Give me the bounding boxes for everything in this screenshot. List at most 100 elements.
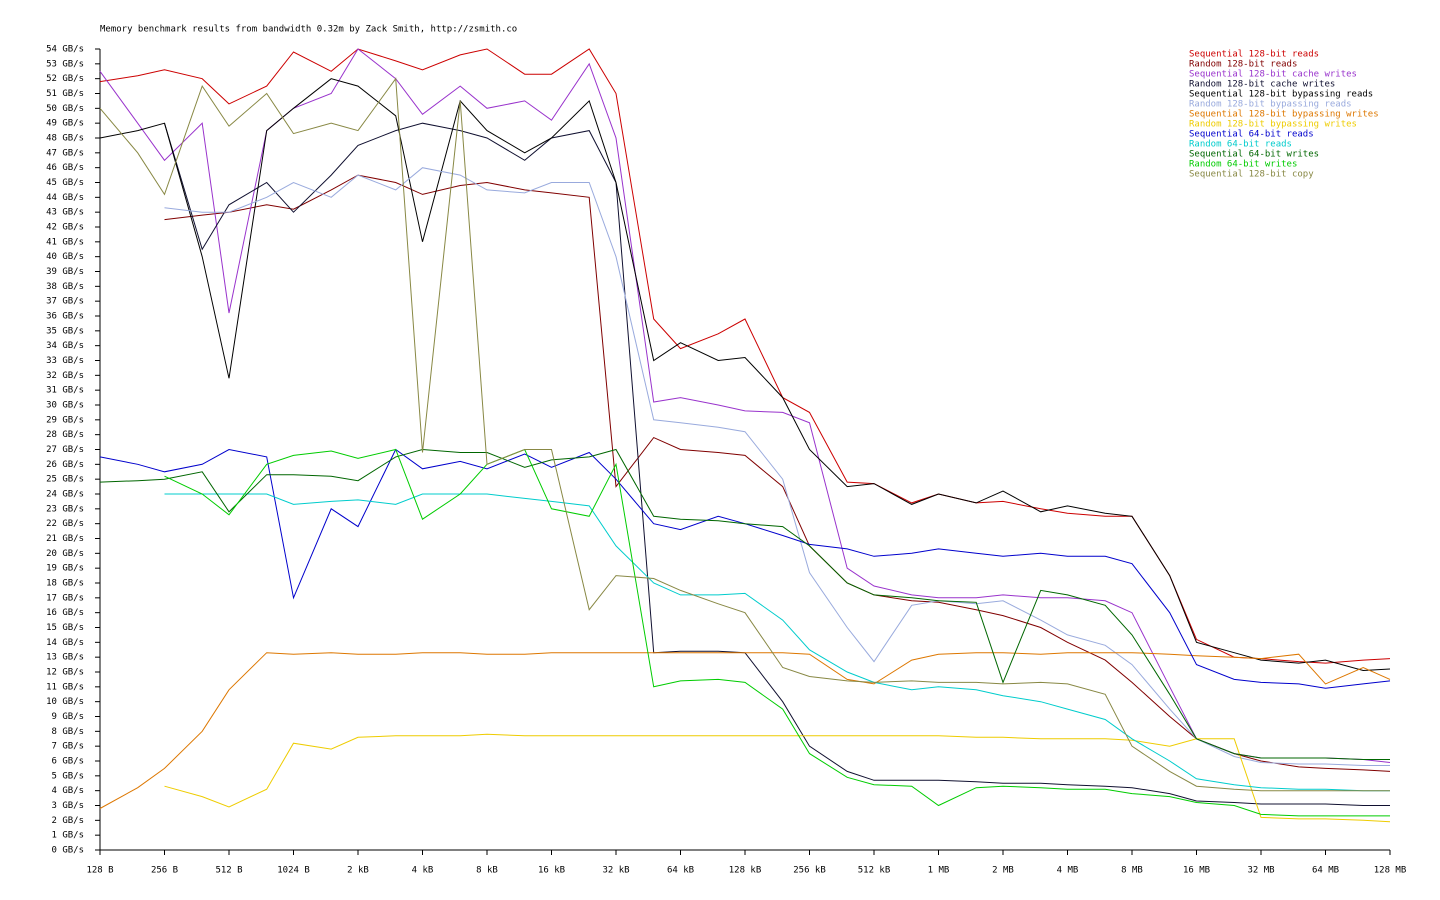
x-tick-label: 8 MB [1121,866,1143,876]
legend-entry: Sequential 128-bit cache writes [1189,70,1357,80]
y-tick-label: 1 GB/s [51,831,84,841]
y-tick-label: 36 GB/s [46,312,84,322]
y-tick-label: 37 GB/s [46,297,84,307]
y-tick-label: 45 GB/s [46,178,84,188]
y-tick-label: 53 GB/s [46,59,84,69]
y-tick-label: 44 GB/s [46,193,84,203]
y-tick-label: 35 GB/s [46,326,84,336]
y-tick-label: 30 GB/s [46,401,84,411]
y-tick-label: 47 GB/s [46,148,84,158]
legend-entry: Random 128-bit reads [1189,60,1297,70]
series-line [164,167,1390,766]
legend-entry: Random 128-bit bypassing writes [1189,120,1357,130]
y-tick-label: 21 GB/s [46,534,84,544]
legend-entry: Random 64-bit reads [1189,140,1292,150]
y-tick-label: 43 GB/s [46,208,84,218]
x-tick-label: 16 kB [538,866,565,876]
x-tick-label: 64 MB [1312,866,1339,876]
y-tick-label: 29 GB/s [46,415,84,425]
y-tick-label: 25 GB/s [46,475,84,485]
y-tick-label: 48 GB/s [46,134,84,144]
y-tick-label: 38 GB/s [46,282,84,292]
series-line [164,122,1390,806]
y-tick-label: 15 GB/s [46,623,84,633]
y-tick-label: 39 GB/s [46,267,84,277]
y-tick-label: 4 GB/s [51,786,84,796]
x-tick-label: 512 B [215,866,242,876]
x-tick-label: 128 kB [729,866,762,876]
series-line [99,77,1390,792]
series-line [99,448,1390,760]
series-line [164,448,1390,817]
legend-entry: Random 128-bit bypassing reads [1189,100,1352,110]
legend-entry: Sequential 128-bit bypassing reads [1189,90,1373,100]
y-tick-label: 9 GB/s [51,712,84,722]
x-tick-label: 256 B [151,866,178,876]
y-tick-label: 23 GB/s [46,504,84,514]
y-tick-label: 8 GB/s [51,727,84,737]
x-tick-label: 8 kB [476,866,498,876]
y-tick-label: 5 GB/s [51,771,84,781]
y-tick-label: 14 GB/s [46,638,84,648]
legend-entry: Sequential 64-bit writes [1189,150,1319,160]
y-tick-label: 42 GB/s [46,223,84,233]
y-tick-label: 41 GB/s [46,237,84,247]
x-tick-label: 32 MB [1247,866,1274,876]
y-tick-label: 27 GB/s [46,445,84,455]
y-tick-label: 16 GB/s [46,608,84,618]
y-tick-label: 19 GB/s [46,564,84,574]
y-tick-label: 17 GB/s [46,593,84,603]
y-tick-label: 52 GB/s [46,74,84,84]
y-tick-label: 2 GB/s [51,816,84,826]
y-tick-label: 24 GB/s [46,490,84,500]
y-tick-label: 6 GB/s [51,757,84,767]
legend-entry: Random 128-bit cache writes [1189,80,1335,90]
series-line [99,48,1391,763]
x-tick-label: 2 MB [992,866,1014,876]
x-tick-label: 256 kB [793,866,826,876]
series-line [99,78,1391,672]
legend-entry: Sequential 128-bit bypassing writes [1189,110,1379,120]
y-tick-label: 51 GB/s [46,89,84,99]
x-tick-label: 128 B [86,866,113,876]
y-tick-label: 49 GB/s [46,119,84,129]
y-tick-label: 26 GB/s [46,460,84,470]
y-tick-label: 20 GB/s [46,549,84,559]
x-tick-label: 1024 B [277,866,310,876]
y-tick-label: 7 GB/s [51,742,84,752]
x-tick-label: 4 kB [412,866,434,876]
chart-title: Memory benchmark results from bandwidth … [100,25,517,35]
y-tick-label: 13 GB/s [46,653,84,663]
y-tick-label: 33 GB/s [46,356,84,366]
x-tick-label: 4 MB [1057,866,1079,876]
legend-entry: Sequential 64-bit reads [1189,130,1314,140]
series-line [164,733,1391,823]
x-tick-label: 32 kB [602,866,629,876]
series-line [99,652,1391,809]
x-tick-label: 1 MB [928,866,950,876]
x-tick-label: 512 kB [858,866,891,876]
legend-entry: Random 64-bit writes [1189,160,1297,170]
x-tick-label: 2 kB [347,866,369,876]
x-tick-label: 128 MB [1374,866,1407,876]
y-tick-label: 10 GB/s [46,697,84,707]
x-tick-label: 64 kB [667,866,694,876]
y-tick-label: 28 GB/s [46,430,84,440]
y-tick-label: 46 GB/s [46,163,84,173]
y-tick-label: 54 GB/s [46,45,84,55]
legend-entry: Sequential 128-bit reads [1189,50,1319,60]
x-tick-label: 16 MB [1183,866,1210,876]
legend-entry: Sequential 128-bit copy [1189,170,1314,180]
y-tick-label: 50 GB/s [46,104,84,114]
y-tick-label: 22 GB/s [46,519,84,529]
y-tick-label: 12 GB/s [46,668,84,678]
y-tick-label: 0 GB/s [51,846,84,856]
y-tick-label: 31 GB/s [46,386,84,396]
y-tick-label: 40 GB/s [46,252,84,262]
series-line [164,493,1390,792]
series-line [164,174,1391,772]
y-tick-label: 3 GB/s [51,801,84,811]
y-tick-label: 32 GB/s [46,371,84,381]
